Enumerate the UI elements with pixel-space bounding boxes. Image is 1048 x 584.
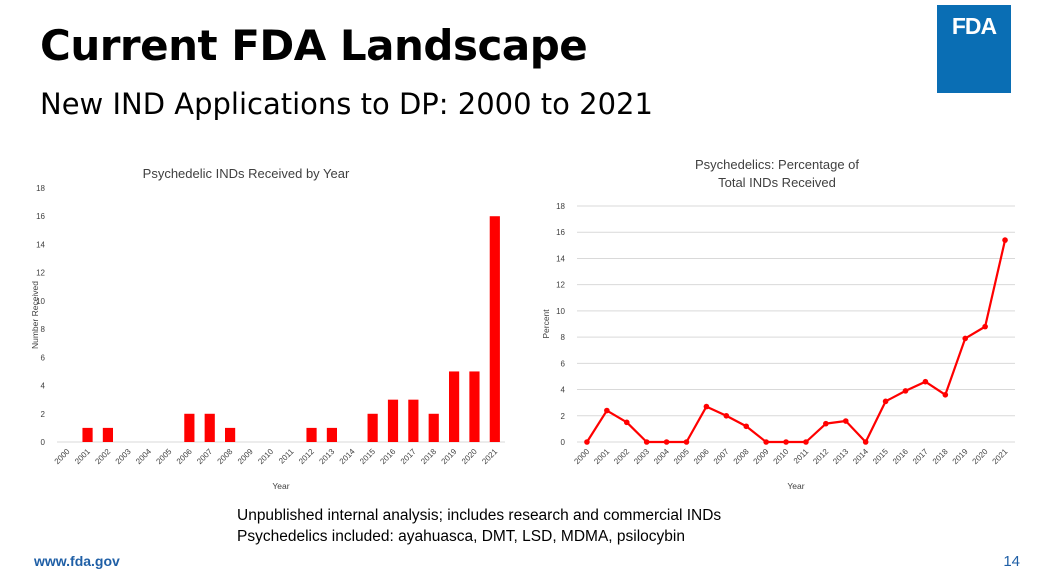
bar [428, 413, 439, 442]
data-point [723, 412, 730, 419]
y-tick-label: 4 [561, 386, 566, 395]
data-point [703, 403, 710, 410]
y-tick-label: 2 [561, 412, 566, 421]
x-tick-label: 2019 [951, 447, 970, 466]
bar [102, 427, 113, 442]
x-tick-label: 2011 [792, 447, 811, 466]
bar [204, 413, 215, 442]
slide-title: Current FDA Landscape [40, 21, 588, 70]
x-tick-label: 2017 [911, 447, 930, 466]
x-tick-label: 2013 [831, 447, 850, 466]
series-line [586, 239, 1007, 444]
slide-subtitle: New IND Applications to DP: 2000 to 2021 [40, 87, 653, 121]
x-tick-label: 2016 [891, 447, 910, 466]
data-point [663, 439, 670, 445]
x-axis-label: Year [272, 481, 289, 491]
y-tick-label: 18 [556, 202, 565, 211]
x-tick-label: 2010 [772, 447, 791, 466]
y-tick-label: 8 [561, 333, 566, 342]
data-point [623, 419, 630, 426]
bar [306, 427, 317, 442]
bar [184, 413, 195, 442]
bar [82, 427, 93, 442]
y-tick-label: 16 [36, 212, 45, 221]
data-point [683, 439, 690, 445]
data-point [823, 420, 829, 427]
x-tick-label: 2001 [592, 447, 611, 466]
x-tick-label: 2020 [971, 447, 990, 466]
y-tick-label: 16 [556, 228, 565, 237]
bar [387, 399, 399, 442]
data-point [902, 388, 909, 394]
x-tick-label: 2021 [991, 447, 1010, 466]
bar [367, 413, 378, 442]
x-tick-label: 2007 [712, 447, 731, 466]
x-tick-label: 2012 [811, 447, 830, 466]
y-tick-label: 12 [36, 269, 45, 278]
y-tick-label: 4 [41, 382, 46, 391]
data-point [982, 323, 988, 330]
data-point [743, 423, 750, 430]
data-point [783, 439, 789, 445]
footer-url-link[interactable]: www.fda.gov [34, 553, 120, 569]
fda-logo: FDA [937, 5, 1011, 93]
y-tick-label: 12 [556, 281, 565, 290]
data-point [882, 398, 889, 405]
y-tick-label: 6 [41, 353, 46, 362]
data-point [942, 392, 949, 398]
y-tick-label: 6 [561, 359, 566, 368]
x-tick-label: 2003 [632, 447, 651, 466]
data-point [962, 335, 969, 342]
bar [449, 371, 460, 442]
page-number: 14 [1003, 553, 1020, 570]
bar [326, 427, 337, 442]
y-tick-label: 8 [41, 325, 46, 334]
x-tick-label: 2009 [752, 447, 771, 466]
x-tick-label: 2014 [851, 447, 870, 466]
y-tick-label: 10 [36, 297, 45, 306]
data-point [842, 418, 849, 424]
note-line-2: Psychedelics included: ayahuasca, DMT, L… [237, 528, 685, 545]
y-axis-label: Number Received [30, 281, 40, 349]
chart-title-line: Psychedelic INDs Received by Year [143, 166, 350, 181]
data-point [922, 378, 929, 385]
y-tick-label: 14 [556, 254, 565, 263]
x-tick-label: 2002 [612, 447, 631, 466]
note-line-1: Unpublished internal analysis; includes … [237, 507, 722, 524]
y-axis-label: Percent [541, 309, 551, 339]
bar [489, 216, 500, 442]
x-tick-label: 2005 [672, 447, 691, 466]
chart-title-line: Psychedelics: Percentage of [695, 157, 859, 172]
x-axis-label: Year [787, 481, 804, 491]
data-point [862, 439, 869, 445]
data-point [1002, 237, 1008, 243]
x-tick-label: 2000 [572, 447, 591, 466]
y-tick-label: 0 [561, 438, 566, 447]
y-tick-label: 10 [556, 307, 565, 316]
analysis-notes: Unpublished internal analysis; includes … [237, 505, 721, 547]
y-tick-label: 14 [36, 240, 45, 249]
x-tick-label: 2004 [652, 447, 671, 466]
bar [469, 371, 480, 442]
bar [225, 427, 236, 442]
data-point [643, 439, 650, 445]
bar [408, 399, 419, 442]
x-tick-label: 2006 [692, 447, 711, 466]
data-point [763, 439, 769, 445]
data-point [604, 407, 610, 414]
y-tick-label: 0 [41, 438, 46, 447]
x-tick-label: 2018 [931, 447, 950, 466]
chart-title-line: Total INDs Received [718, 175, 836, 190]
x-tick-label: 2015 [871, 447, 890, 466]
data-point [584, 439, 590, 445]
data-point [803, 439, 809, 445]
y-tick-label: 18 [36, 184, 45, 193]
y-tick-label: 2 [41, 410, 46, 419]
fda-logo-text: FDA [951, 13, 997, 39]
x-tick-label: 2008 [732, 447, 751, 466]
